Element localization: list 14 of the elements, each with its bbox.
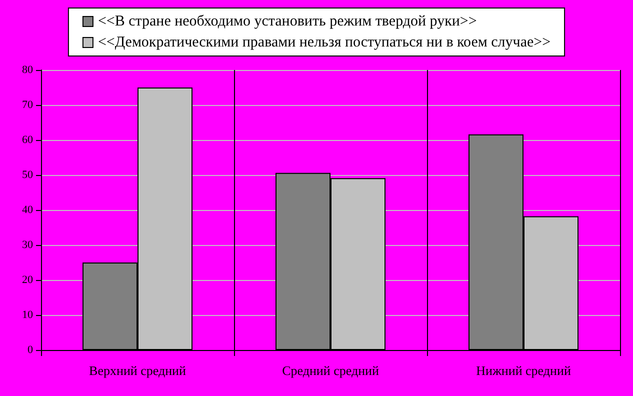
y-tick-label: 50 <box>22 169 34 181</box>
y-tick-label: 30 <box>22 239 34 251</box>
legend-label: <<В стране необходимо установить режим твердой руки>> <box>98 14 477 30</box>
x-tick-label: Нижний средний <box>476 363 571 378</box>
y-tick-label: 40 <box>22 204 34 216</box>
y-tick-label: 10 <box>22 309 34 321</box>
x-tick-label: Верхний средний <box>89 363 186 378</box>
y-tick-label: 80 <box>22 64 34 76</box>
y-tick-label: 60 <box>22 134 34 146</box>
y-tick-label: 20 <box>22 274 34 286</box>
legend-label: <<Демократическими правами нельзя поступаться ни в коем случае>> <box>98 34 551 50</box>
y-tick-label: 0 <box>28 344 34 356</box>
x-tick-label: Средний средний <box>282 363 379 378</box>
y-tick-label: 70 <box>22 99 34 111</box>
